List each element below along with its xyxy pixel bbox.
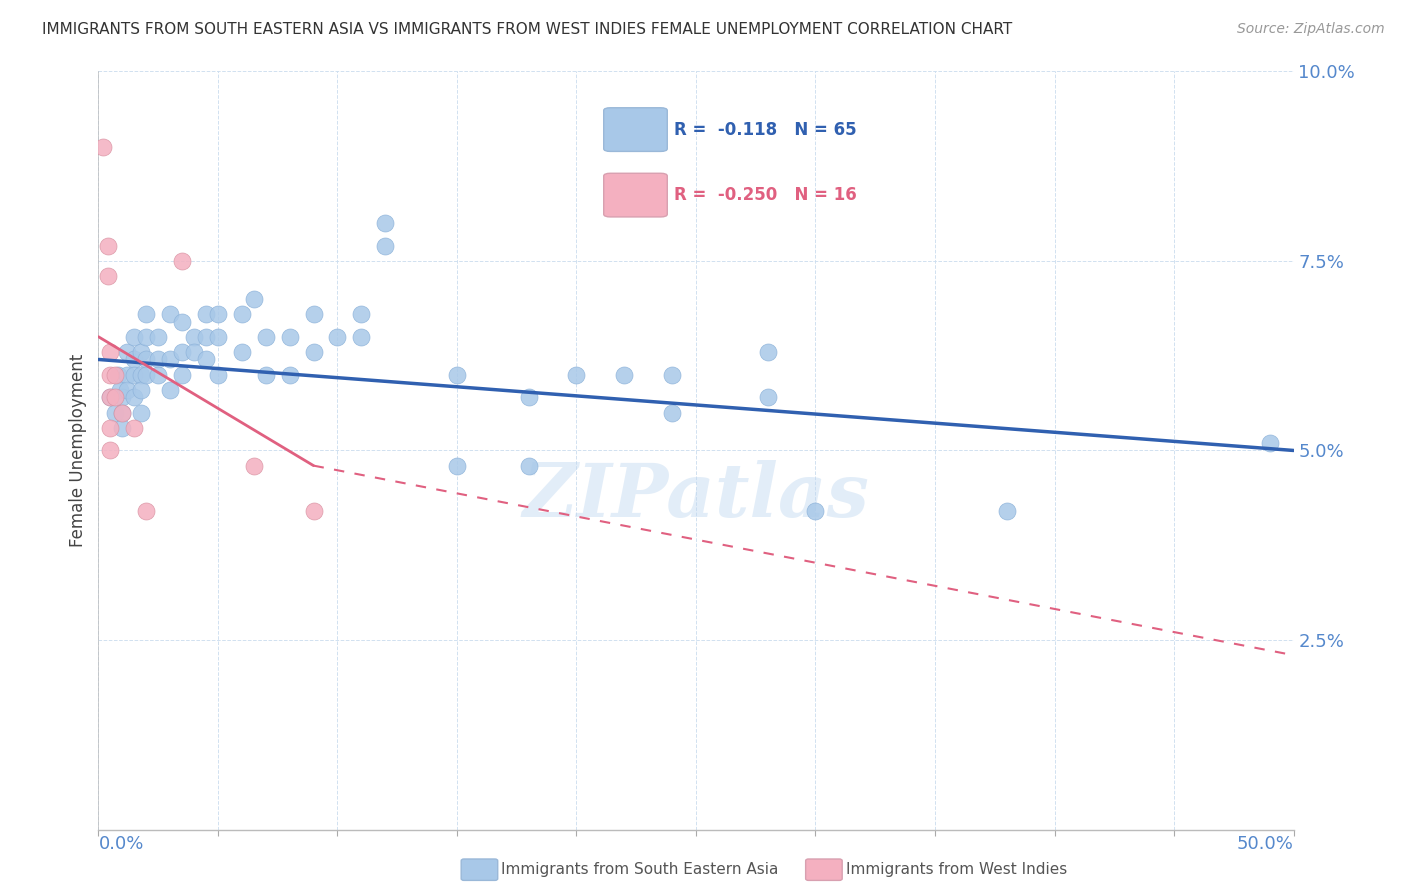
Point: [135, 368, 157, 382]
Point: [104, 368, 127, 382]
Point: [115, 383, 138, 397]
Point: [565, 368, 588, 382]
Point: [97, 269, 120, 284]
Y-axis label: Female Unemployment: Female Unemployment: [69, 354, 87, 547]
Point: [350, 307, 373, 321]
Point: [135, 352, 157, 367]
Point: [98, 344, 122, 359]
Point: [111, 391, 134, 405]
Point: [97, 239, 120, 253]
Point: [111, 406, 134, 420]
Point: [254, 330, 277, 344]
Point: [159, 352, 181, 367]
Point: [111, 421, 134, 435]
Point: [254, 368, 277, 382]
Point: [148, 352, 170, 367]
Point: [278, 330, 301, 344]
Text: IMMIGRANTS FROM SOUTH EASTERN ASIA VS IMMIGRANTS FROM WEST INDIES FEMALE UNEMPLO: IMMIGRANTS FROM SOUTH EASTERN ASIA VS IM…: [42, 22, 1012, 37]
Point: [517, 391, 540, 405]
Point: [350, 330, 373, 344]
Point: [207, 330, 229, 344]
Point: [172, 315, 194, 329]
Point: [278, 368, 301, 382]
Point: [124, 421, 146, 435]
Point: [172, 344, 194, 359]
Point: [1258, 436, 1281, 450]
Point: [135, 330, 157, 344]
Point: [446, 458, 468, 473]
Point: [446, 368, 468, 382]
Point: [111, 406, 134, 420]
Point: [195, 330, 218, 344]
Point: [661, 368, 683, 382]
Point: [756, 344, 779, 359]
Point: [195, 307, 218, 321]
Point: [91, 140, 114, 154]
Point: [135, 504, 157, 518]
Text: Immigrants from South Eastern Asia: Immigrants from South Eastern Asia: [501, 863, 778, 877]
Point: [804, 504, 827, 518]
Point: [131, 383, 153, 397]
Point: [131, 344, 153, 359]
Point: [124, 368, 146, 382]
Point: [172, 254, 194, 268]
Point: [207, 368, 229, 382]
Point: [231, 307, 253, 321]
Point: [243, 292, 266, 306]
Point: [107, 368, 129, 382]
Point: [159, 383, 181, 397]
Point: [98, 391, 122, 405]
Point: [135, 307, 157, 321]
Text: Source: ZipAtlas.com: Source: ZipAtlas.com: [1237, 22, 1385, 37]
Point: [613, 368, 636, 382]
Text: ZIPatlas: ZIPatlas: [523, 459, 869, 533]
Point: [104, 406, 127, 420]
Point: [115, 368, 138, 382]
Point: [98, 443, 122, 458]
Point: [124, 391, 146, 405]
Point: [131, 368, 153, 382]
Point: [148, 330, 170, 344]
Point: [374, 239, 396, 253]
Point: [302, 344, 325, 359]
Point: [104, 391, 127, 405]
Text: 0.0%: 0.0%: [98, 835, 143, 853]
Point: [207, 307, 229, 321]
Point: [374, 216, 396, 230]
Point: [231, 344, 253, 359]
Point: [124, 352, 146, 367]
Point: [302, 307, 325, 321]
Point: [131, 406, 153, 420]
Point: [98, 368, 122, 382]
Point: [995, 504, 1018, 518]
Point: [159, 307, 181, 321]
Point: [661, 406, 683, 420]
Point: [326, 330, 349, 344]
Point: [98, 391, 122, 405]
Point: [148, 368, 170, 382]
Text: 50.0%: 50.0%: [1237, 835, 1294, 853]
Point: [115, 344, 138, 359]
Point: [243, 458, 266, 473]
Point: [195, 352, 218, 367]
Point: [183, 344, 205, 359]
Point: [517, 458, 540, 473]
Text: Immigrants from West Indies: Immigrants from West Indies: [846, 863, 1067, 877]
Point: [302, 504, 325, 518]
Point: [172, 368, 194, 382]
Point: [108, 383, 131, 397]
Point: [124, 330, 146, 344]
Point: [183, 330, 205, 344]
Point: [98, 421, 122, 435]
Point: [756, 391, 779, 405]
